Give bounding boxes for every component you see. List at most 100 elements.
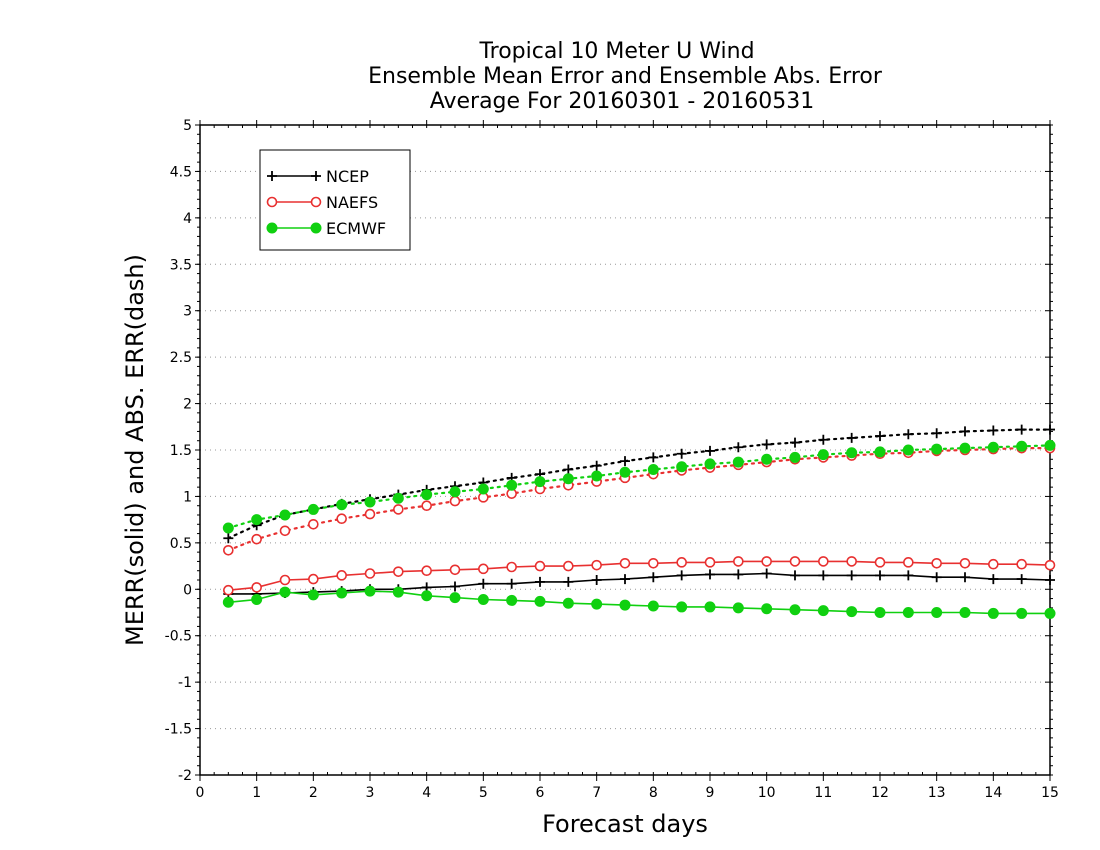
y-tick-label: -1 [178, 675, 192, 691]
ecmwf-abs-err-point [251, 514, 263, 526]
naefs-merr-point [1016, 558, 1027, 570]
y-tick-label: 1.5 [170, 443, 192, 459]
ecmwf-merr-line [228, 590, 1050, 615]
ncep-abs-err-point [1045, 424, 1055, 435]
ecmwf-merr-point [931, 607, 943, 618]
ecmwf-merr-point [279, 586, 291, 598]
ecmwf-merr-point [817, 605, 829, 617]
naefs-abs-err-point [336, 513, 347, 525]
legend-label-ecmwf: ECMWF [326, 219, 386, 238]
ncep-abs-err-point [223, 533, 234, 544]
ecmwf-abs-err-point [336, 499, 348, 511]
naefs-abs-err-point [308, 518, 319, 530]
y-tick-label: 4 [183, 211, 192, 227]
ncep-merr-point [761, 568, 772, 579]
naefs-merr-point [364, 568, 376, 579]
ecmwf-merr-point [251, 594, 263, 605]
ecmwf-merr-point [1016, 607, 1028, 619]
legend-label-ncep: NCEP [326, 167, 369, 186]
x-tick-label: 7 [592, 785, 601, 801]
ecmwf-abs-err-point [392, 492, 404, 504]
ncep-abs-err-point [705, 445, 715, 456]
naefs-merr-point [393, 566, 404, 577]
y-tick-label: 1 [183, 489, 192, 505]
ncep-abs-err-point [875, 431, 885, 442]
naefs-abs-err-point [251, 533, 262, 545]
ncep-abs-err-point [563, 464, 574, 475]
ncep-abs-err-point [931, 428, 942, 439]
ecmwf-abs-err-point [846, 447, 858, 459]
ncep-abs-err-line [227, 428, 1052, 540]
ecmwf-abs-err-point [449, 486, 461, 498]
legend-marker-naefs [310, 196, 322, 208]
ncep-merr-point [790, 570, 800, 581]
ncep-merr-point [535, 576, 545, 587]
ecmwf-abs-err-point [619, 466, 631, 478]
naefs-merr-point [251, 582, 262, 593]
ncep-merr-point [733, 569, 744, 580]
ecmwf-merr-point [846, 606, 858, 618]
ecmwf-merr-point [591, 598, 603, 610]
ecmwf-abs-err-point [562, 473, 574, 485]
ecmwf-merr-point [562, 597, 574, 609]
x-tick-label: 13 [928, 785, 946, 801]
naefs-abs-err-point [279, 525, 291, 537]
legend: NCEP NAEFS ECMWF [259, 149, 411, 251]
ncep-merr-point [875, 570, 885, 581]
ecmwf-abs-err-point [421, 489, 433, 501]
ecmwf-abs-err-point [647, 464, 659, 475]
naefs-merr-point [534, 560, 546, 572]
naefs-merr-point [336, 570, 347, 581]
ncep-abs-err-point [676, 448, 687, 459]
naefs-merr-point [506, 561, 517, 573]
naefs-merr-point [279, 574, 291, 586]
ecmwf-abs-err-point [987, 441, 999, 453]
legend-marker-ecmwf [266, 222, 278, 234]
x-tick-label: 9 [706, 785, 715, 801]
legend-box [259, 149, 411, 251]
ecmwf-abs-err-point [902, 444, 914, 456]
y-tick-label: -0.5 [165, 629, 192, 645]
naefs-merr-point [761, 556, 772, 567]
ecmwf-merr-point [761, 603, 773, 615]
y-tick-label: 5 [183, 118, 192, 134]
y-tick-label: 2 [183, 397, 192, 413]
naefs-merr-point [1044, 559, 1056, 571]
ecmwf-abs-err-point [959, 442, 971, 454]
ecmwf-merr-point [449, 592, 461, 604]
naefs-abs-err-line [227, 447, 1052, 552]
title-line-3: Average For 20160301 - 20160531 [430, 89, 815, 114]
ncep-abs-err-point [1016, 424, 1027, 435]
x-tick-label: 8 [649, 785, 658, 801]
ecmwf-merr-point [647, 600, 659, 612]
y-tick-label: 0.5 [170, 536, 192, 552]
x-tick-label: 14 [984, 785, 1002, 801]
legend-label-naefs: NAEFS [326, 193, 378, 212]
ecmwf-merr-point [421, 590, 433, 602]
ecmwf-abs-err-point [364, 496, 376, 508]
naefs-merr-point [478, 563, 489, 575]
ncep-merr-point [450, 581, 460, 592]
naefs-merr-point [648, 557, 659, 569]
ncep-abs-err-point [761, 439, 772, 450]
y-tick-label: 3 [183, 304, 192, 320]
ecmwf-abs-err-point [789, 451, 801, 463]
ecmwf-abs-err-point [279, 509, 291, 521]
ncep-merr-point [1016, 574, 1027, 585]
x-tick-label: 12 [871, 785, 889, 801]
naefs-merr-point [676, 557, 687, 568]
naefs-merr-point [223, 584, 234, 596]
ecmwf-merr-point [364, 585, 376, 597]
naefs-merr-point [733, 556, 744, 567]
ncep-merr-point [563, 576, 574, 587]
ncep-merr-point [591, 575, 602, 585]
ncep-abs-err-point [818, 434, 829, 445]
naefs-merr-point [789, 556, 801, 567]
naefs-merr-point [308, 573, 319, 585]
naefs-merr-point [818, 556, 829, 567]
naefs-merr-point [931, 557, 942, 569]
naefs-abs-err-point [421, 500, 432, 512]
ecmwf-abs-err-point [477, 483, 489, 495]
legend-marker-ncep [267, 171, 277, 181]
ncep-merr-point [988, 574, 999, 585]
